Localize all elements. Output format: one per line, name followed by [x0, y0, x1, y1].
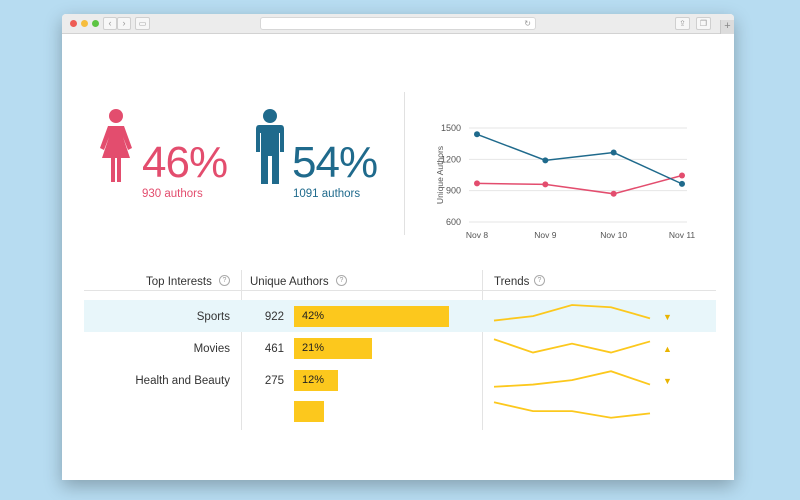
trend-up-icon: ▲ — [663, 344, 672, 354]
y-tick-label: 600 — [446, 217, 461, 227]
author-count: 922 — [264, 311, 284, 323]
y-axis-label: Unique Authors — [435, 146, 445, 204]
interest-label: Sports — [196, 311, 230, 323]
address-bar[interactable]: ↻ — [260, 17, 536, 30]
top-interests-header: Top Interests — [146, 276, 212, 288]
x-tick-label: Nov 8 — [466, 230, 488, 240]
back-button[interactable]: ‹ — [103, 17, 117, 30]
close-window-button[interactable] — [70, 20, 77, 27]
data-point-male — [610, 149, 617, 156]
sparkline-path — [493, 401, 651, 419]
share-bar — [294, 401, 324, 422]
share-icon[interactable]: ⇪ — [675, 17, 690, 30]
help-icon[interactable]: ? — [336, 275, 347, 286]
trend-sparkline — [493, 401, 651, 419]
female-person-icon — [100, 109, 132, 182]
series-line-female — [476, 174, 683, 195]
sidebar-icon[interactable]: ▭ — [135, 17, 150, 30]
male-authors: 1091 authors — [293, 188, 361, 200]
trend-down-icon: ▼ — [663, 312, 672, 322]
y-tick-label: 900 — [446, 186, 461, 196]
share-bar: 21% — [294, 338, 372, 359]
share-percent: 42% — [302, 310, 325, 322]
minimize-window-button[interactable] — [81, 20, 88, 27]
data-point-female — [542, 181, 549, 188]
reload-icon[interactable]: ↻ — [524, 19, 531, 28]
female-authors: 930 authors — [142, 188, 203, 200]
data-point-male — [542, 157, 549, 164]
authors-line-chart: 1500 1200 900 600 Nov 8 Nov 9 Nov 10 Nov 11 Uniq… — [435, 123, 696, 240]
sparkline-path — [493, 338, 651, 354]
share-bar: 42% — [294, 306, 450, 327]
data-point-female — [474, 180, 480, 187]
y-tick-label: 1200 — [441, 154, 461, 164]
trend-sparkline — [493, 370, 651, 388]
forward-button[interactable]: › — [117, 17, 131, 30]
sparkline-path — [493, 370, 651, 388]
column-divider — [241, 270, 242, 430]
tabs-icon[interactable]: ❐ — [696, 17, 711, 30]
maximize-window-button[interactable] — [92, 20, 99, 27]
x-tick-label: Nov 11 — [669, 230, 696, 240]
data-point-male — [679, 180, 685, 187]
trend-sparkline — [493, 338, 651, 354]
male-person-icon — [256, 109, 284, 184]
data-point-male — [474, 131, 480, 138]
trend-sparkline — [493, 304, 651, 322]
new-tab-icon[interactable]: + — [720, 20, 734, 34]
y-tick-label: 1500 — [441, 123, 461, 133]
browser-window: ‹ › ▭ ↻ ⇪ ❐ + 46% 930 authors 54% 1091 a… — [62, 14, 734, 480]
help-icon[interactable]: ? — [219, 275, 230, 286]
data-point-female — [610, 190, 617, 197]
author-count: 275 — [264, 375, 284, 387]
unique-authors-header: Unique Authors — [250, 276, 329, 288]
data-point-female — [679, 172, 685, 179]
share-percent: 21% — [302, 342, 325, 354]
trends-header: Trends — [494, 276, 530, 288]
dashboard: 46% 930 authors 54% 1091 authors 1500 120… — [62, 34, 734, 480]
section-divider — [404, 92, 405, 235]
column-divider — [482, 270, 483, 430]
share-bar: 12% — [294, 370, 339, 391]
x-tick-label: Nov 9 — [534, 230, 556, 240]
interest-label: Health and Beauty — [135, 375, 230, 387]
x-tick-label: Nov 10 — [600, 230, 627, 240]
table-header-divider — [84, 290, 716, 291]
trend-down-icon: ▼ — [663, 376, 672, 386]
female-percent: 46% — [142, 138, 228, 187]
browser-titlebar: ‹ › ▭ ↻ ⇪ ❐ + — [62, 14, 734, 34]
interest-label: Movies — [193, 343, 230, 355]
male-percent: 54% — [292, 138, 378, 187]
sparkline-path — [493, 304, 651, 322]
share-percent: 12% — [302, 374, 325, 386]
author-count: 461 — [264, 343, 284, 355]
series-line-male — [476, 133, 683, 185]
help-icon[interactable]: ? — [534, 275, 545, 286]
